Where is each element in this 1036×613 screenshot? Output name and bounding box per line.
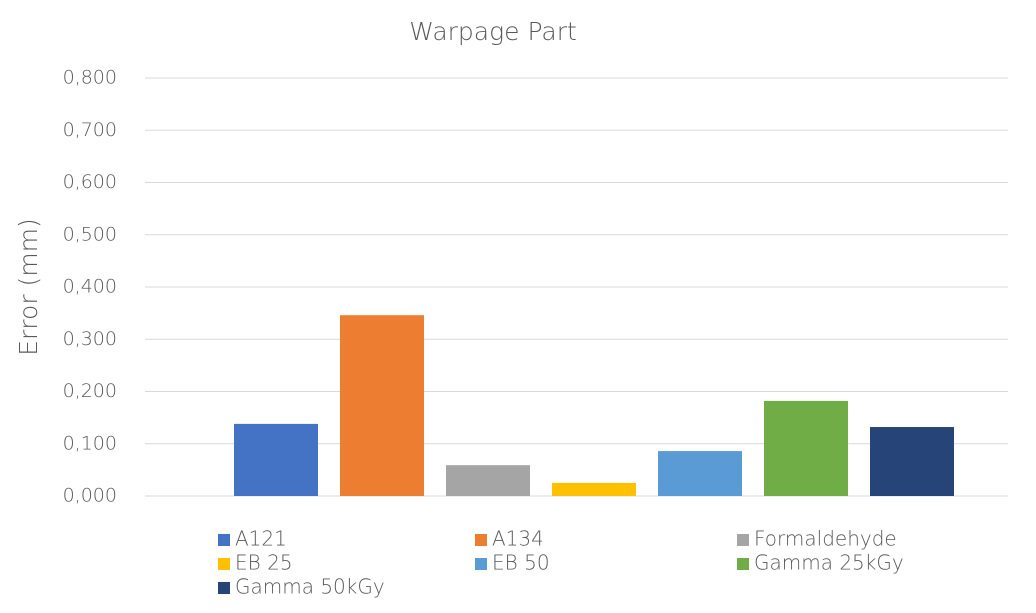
bar — [340, 315, 424, 496]
chart-title: Warpage Part — [409, 17, 577, 46]
legend-swatch — [218, 558, 230, 570]
legend-swatch — [475, 534, 487, 546]
y-tick-label: 0,000 — [63, 485, 117, 507]
legend-swatch — [737, 534, 749, 546]
bar — [234, 423, 318, 496]
legend-label: A121 — [235, 527, 287, 551]
bar — [870, 427, 954, 496]
y-tick-label: 0,600 — [63, 171, 117, 193]
y-tick-label: 0,300 — [63, 328, 117, 350]
y-tick-label: 0,200 — [63, 380, 117, 402]
bar — [658, 451, 742, 496]
y-tick-label: 0,800 — [63, 67, 117, 89]
legend-label: EB 25 — [235, 551, 293, 575]
legend-swatch — [218, 534, 230, 546]
y-tick-label: 0,500 — [63, 223, 117, 245]
legend-swatch — [475, 558, 487, 570]
bar — [446, 465, 530, 496]
bar — [552, 482, 636, 496]
y-tick-label: 0,100 — [63, 432, 117, 454]
legend-label: A134 — [492, 527, 544, 551]
y-axis-label: Error (mm) — [14, 218, 43, 356]
legend-swatch — [737, 558, 749, 570]
legend-label: Formaldehyde — [754, 527, 897, 551]
y-tick-label: 0,400 — [63, 276, 117, 298]
bar — [764, 400, 848, 496]
legend-label: Gamma 25kGy — [754, 551, 904, 575]
legend-label: EB 50 — [492, 551, 550, 575]
legend-swatch — [218, 582, 230, 594]
y-tick-label: 0,700 — [63, 119, 117, 141]
legend-label: Gamma 50kGy — [235, 575, 385, 599]
